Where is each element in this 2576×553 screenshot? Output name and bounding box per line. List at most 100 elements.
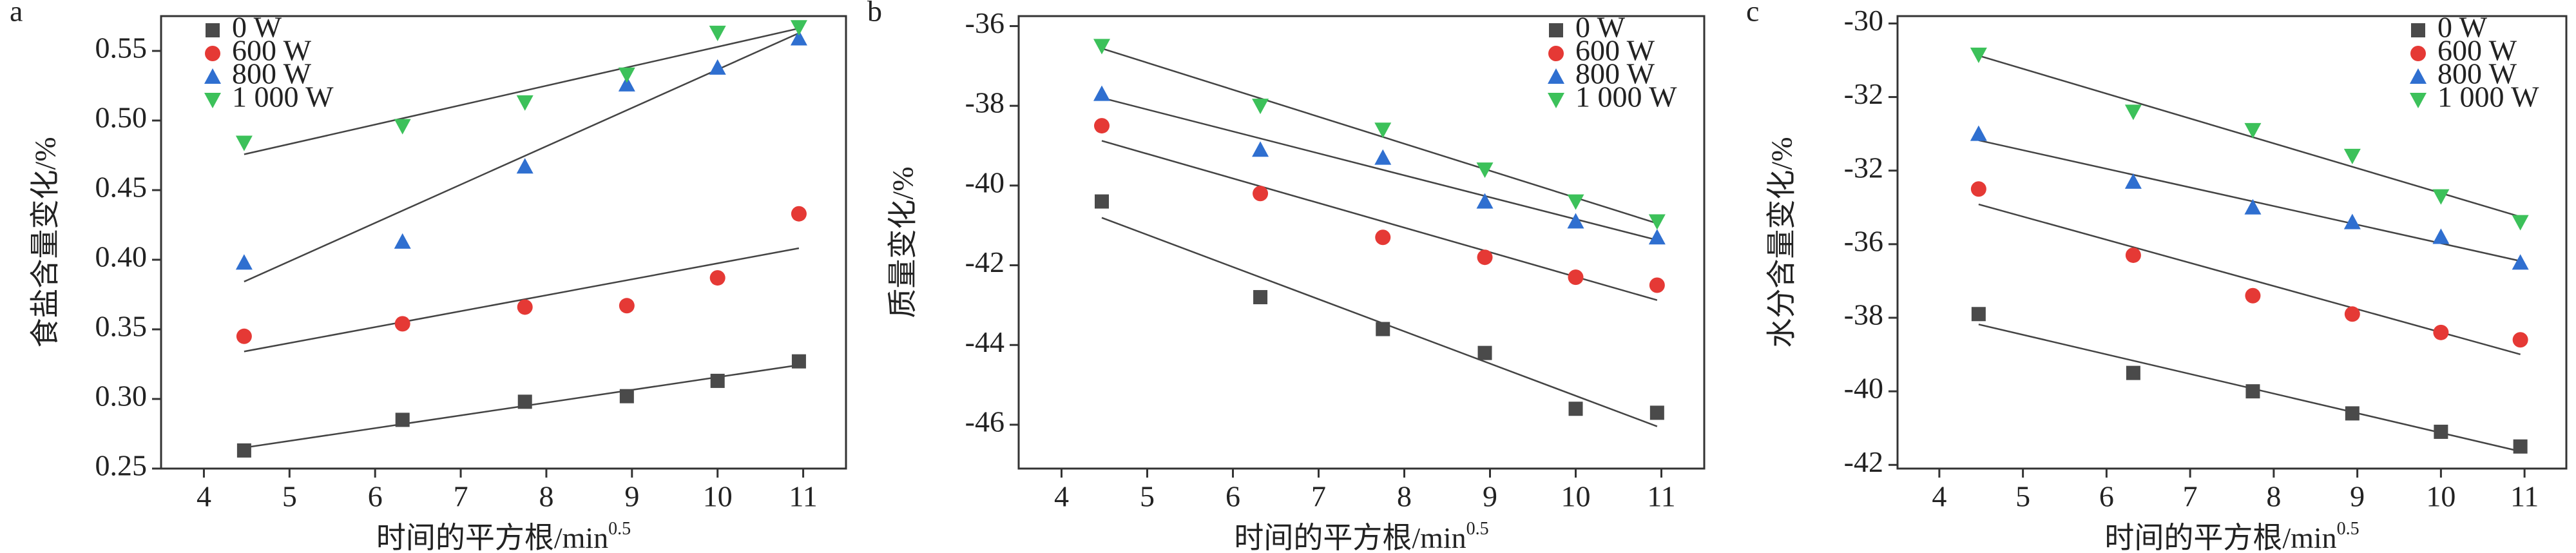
y-tick-label: -36: [1844, 224, 1883, 257]
point: [1376, 322, 1390, 336]
legend-label: 0 W: [232, 11, 282, 44]
point: [1476, 162, 1494, 179]
y-tick-label: 0.40: [95, 240, 148, 273]
point: [2244, 122, 2262, 139]
point: [1568, 402, 1583, 416]
fit-line: [1978, 55, 2521, 218]
point: [2410, 46, 2426, 61]
panel-label: c: [1746, 0, 1759, 28]
point: [1649, 277, 1665, 293]
point: [2434, 424, 2448, 439]
x-tick-label: 5: [1140, 480, 1155, 513]
legend-label: 1 000 W: [2437, 81, 2539, 113]
x-tick-label: 4: [197, 480, 211, 513]
point: [2345, 406, 2360, 421]
axes-frame: [160, 15, 847, 470]
y-tick-label: -42: [1844, 445, 1883, 478]
point: [619, 298, 635, 314]
point: [205, 46, 220, 61]
x-tick-label: 9: [2350, 480, 2365, 513]
x-tick-label: 8: [1397, 480, 1412, 513]
point: [790, 20, 807, 36]
point: [2411, 23, 2425, 37]
point: [709, 59, 726, 75]
point: [1548, 68, 1564, 84]
point: [2244, 199, 2262, 215]
point: [204, 93, 221, 108]
x-tick-label: 8: [2266, 480, 2281, 513]
legend-label: 600 W: [2437, 34, 2517, 67]
y-tick-label: -36: [965, 6, 1004, 39]
x-tick-label: 5: [2015, 480, 2030, 513]
point: [1970, 181, 1986, 197]
fit-line: [244, 32, 800, 283]
x-tick-label: 7: [454, 480, 468, 513]
legend-label: 800 W: [1575, 57, 1655, 90]
point: [2433, 324, 2449, 340]
y-tick-label: -38: [965, 86, 1004, 119]
x-axis-label: 时间的平方根/min0.5: [2104, 519, 2359, 553]
y-tick-label: -32: [1844, 77, 1883, 110]
point: [516, 95, 533, 111]
point: [1094, 118, 1110, 134]
y-tick-label: -46: [965, 405, 1004, 438]
point: [1970, 125, 1987, 141]
y-tick-label: -30: [1844, 4, 1883, 37]
point: [1970, 47, 1987, 63]
x-tick-label: 11: [2510, 480, 2539, 513]
point: [1375, 229, 1391, 246]
point: [1093, 85, 1111, 101]
point: [1253, 290, 1268, 305]
point: [1252, 141, 1269, 157]
point: [2410, 68, 2427, 84]
x-axis-label: 时间的平方根/min0.5: [376, 519, 631, 553]
x-tick-label: 11: [789, 480, 817, 513]
legend-label: 1 000 W: [232, 81, 334, 113]
point: [206, 23, 220, 37]
x-tick-label: 4: [1054, 480, 1069, 513]
x-tick-label: 10: [1561, 480, 1591, 513]
fit-line: [1978, 139, 2521, 262]
point: [517, 394, 532, 409]
legend-label: 600 W: [1575, 34, 1655, 67]
point: [2512, 215, 2529, 231]
fit-line: [244, 27, 800, 155]
y-tick-label: 0.25: [95, 449, 148, 482]
point: [236, 443, 251, 458]
point: [395, 412, 410, 427]
point: [1095, 194, 1110, 209]
point: [1252, 99, 1269, 115]
point: [1549, 23, 1563, 37]
axes-frame: [1896, 15, 2568, 470]
x-axis-label-sup: 0.5: [2337, 519, 2360, 539]
point: [2124, 104, 2142, 121]
y-tick-label: -40: [965, 166, 1004, 199]
y-axis-label: 水分含量变化/%: [1765, 137, 1798, 347]
point: [1374, 122, 1392, 139]
point: [2512, 254, 2529, 270]
y-tick-label: 0.45: [95, 171, 148, 204]
point: [618, 67, 635, 83]
point: [1477, 345, 1492, 360]
point: [1567, 213, 1584, 229]
point: [1548, 93, 1564, 108]
x-tick-label: 9: [1483, 480, 1497, 513]
x-axis-label-main: 时间的平方根/min: [376, 521, 608, 553]
point: [1476, 193, 1494, 209]
legend-label: 1 000 W: [1575, 81, 1677, 113]
fit-line: [1101, 140, 1658, 301]
point: [2344, 306, 2360, 322]
legend-label: 800 W: [2437, 57, 2517, 90]
fit-line: [244, 247, 800, 353]
point: [394, 316, 410, 332]
point: [1971, 307, 1986, 322]
fit-line: [1101, 47, 1658, 224]
fit-line: [1101, 97, 1658, 241]
point: [394, 119, 411, 135]
x-tick-label: 5: [282, 480, 297, 513]
panel-label: b: [867, 0, 882, 28]
x-axis-label-main: 时间的平方根/min: [2104, 521, 2336, 553]
y-axis-label: 食盐含量变化/%: [29, 137, 62, 347]
point: [2245, 287, 2261, 304]
x-tick-label: 6: [2099, 480, 2114, 513]
